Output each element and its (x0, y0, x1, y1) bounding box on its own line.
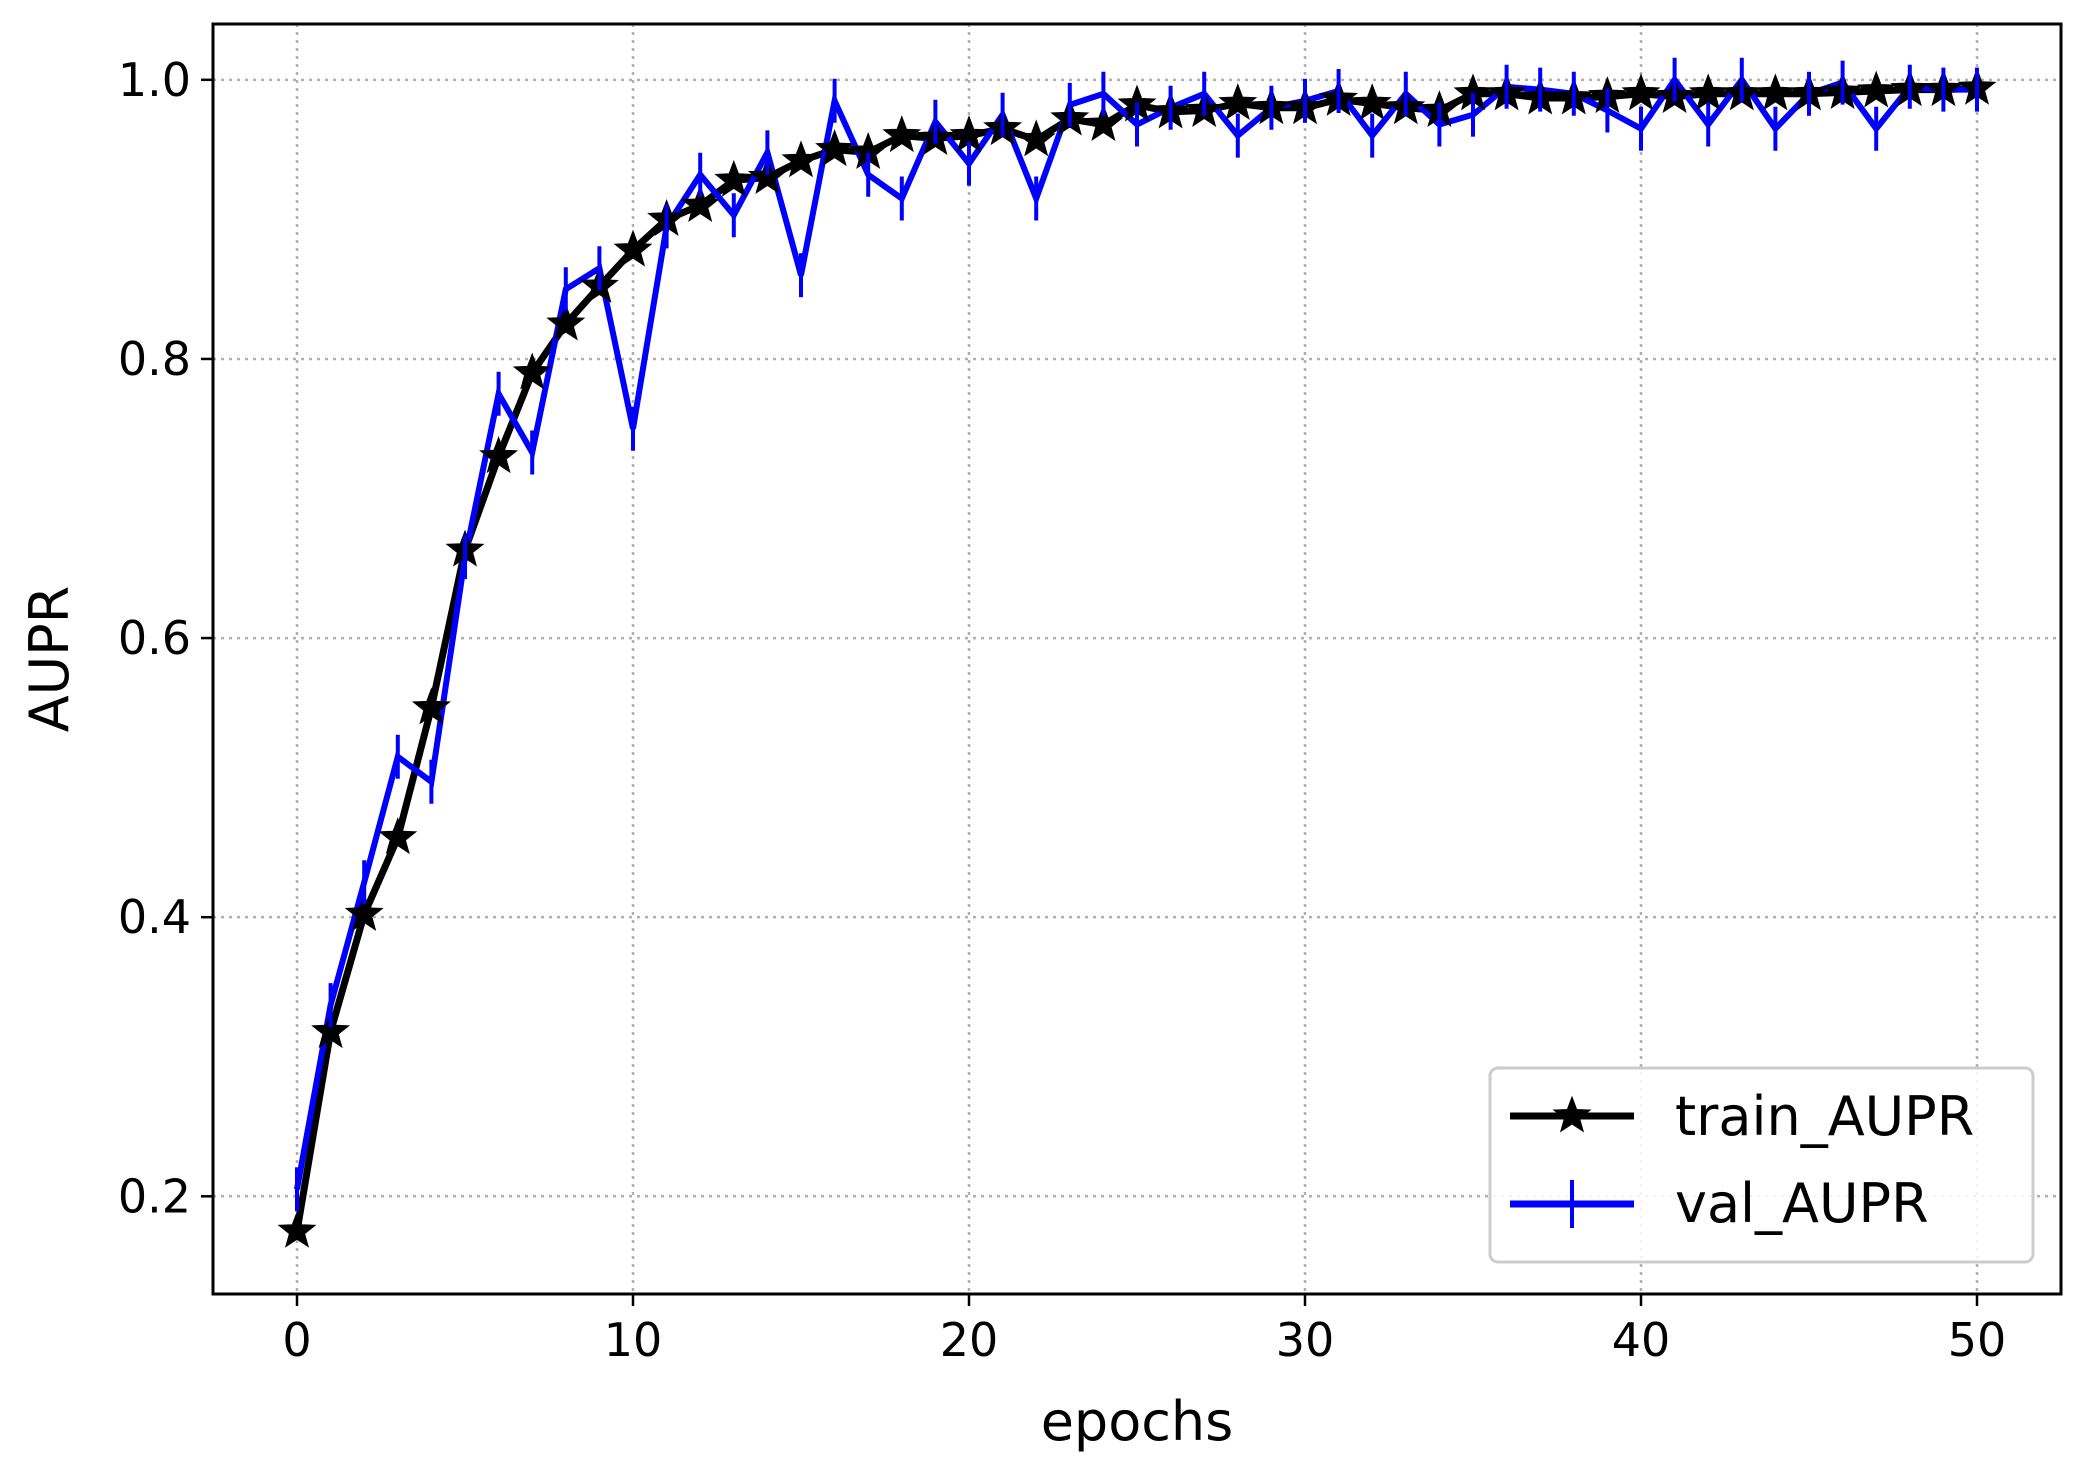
legend-train-label: train_AUPR (1675, 1085, 1974, 1148)
x-tick-label: 20 (940, 1313, 999, 1367)
train-aupr-point (311, 1011, 351, 1049)
train-aupr-point (747, 157, 787, 195)
train-aupr-point (1016, 119, 1056, 157)
legend-train-star-marker (1552, 1095, 1592, 1133)
train-aupr-point (411, 687, 451, 725)
legend: train_AUPR val_AUPR (1488, 1066, 2035, 1264)
plot-frame (211, 22, 2063, 1296)
train-aupr-point (277, 1210, 317, 1248)
tick-layer: 0 10 20 30 40 50 0.2 0.4 0.6 0.8 1.0 (118, 53, 2006, 1367)
train-aupr-point (1856, 70, 1896, 108)
x-tick-label: 50 (1948, 1313, 2007, 1367)
train-aupr-point (613, 229, 653, 267)
val-aupr-line (294, 74, 1977, 1190)
train-aupr-point (882, 115, 922, 153)
x-tick-label: 40 (1612, 1313, 1671, 1367)
y-tick-label: 0.2 (118, 1169, 191, 1223)
x-axis-label: epochs (1041, 1390, 1234, 1453)
train-aupr-point (1083, 104, 1123, 142)
train-aupr-point (714, 159, 754, 197)
y-tick-label: 1.0 (118, 53, 191, 107)
train-aupr-point (378, 817, 418, 855)
train-aupr-line (293, 84, 1978, 1232)
x-tick-label: 30 (1276, 1313, 1335, 1367)
y-tick-label: 0.4 (118, 890, 191, 944)
train-aupr-point (1621, 73, 1661, 111)
train-aupr-point (680, 184, 720, 222)
y-tick-label: 0.8 (118, 332, 191, 386)
train-aupr-point (1352, 83, 1392, 121)
y-axis-label: AUPR (18, 586, 81, 733)
train-aupr-point (781, 140, 821, 178)
x-tick-label: 0 (282, 1313, 311, 1367)
train-aupr-point (1755, 73, 1795, 111)
train-aupr-point (1218, 83, 1258, 121)
legend-val-label: val_AUPR (1675, 1172, 1929, 1235)
train-aupr-point (344, 893, 384, 931)
y-tick-label: 0.6 (118, 611, 191, 665)
series-layer (277, 57, 1997, 1248)
train-aupr-point (546, 303, 586, 341)
train-aupr-point (1688, 73, 1728, 111)
x-tick-label: 10 (604, 1313, 663, 1367)
train-aupr-point (479, 436, 519, 474)
train-aupr-point (815, 129, 855, 167)
train-aupr-point (512, 352, 552, 390)
